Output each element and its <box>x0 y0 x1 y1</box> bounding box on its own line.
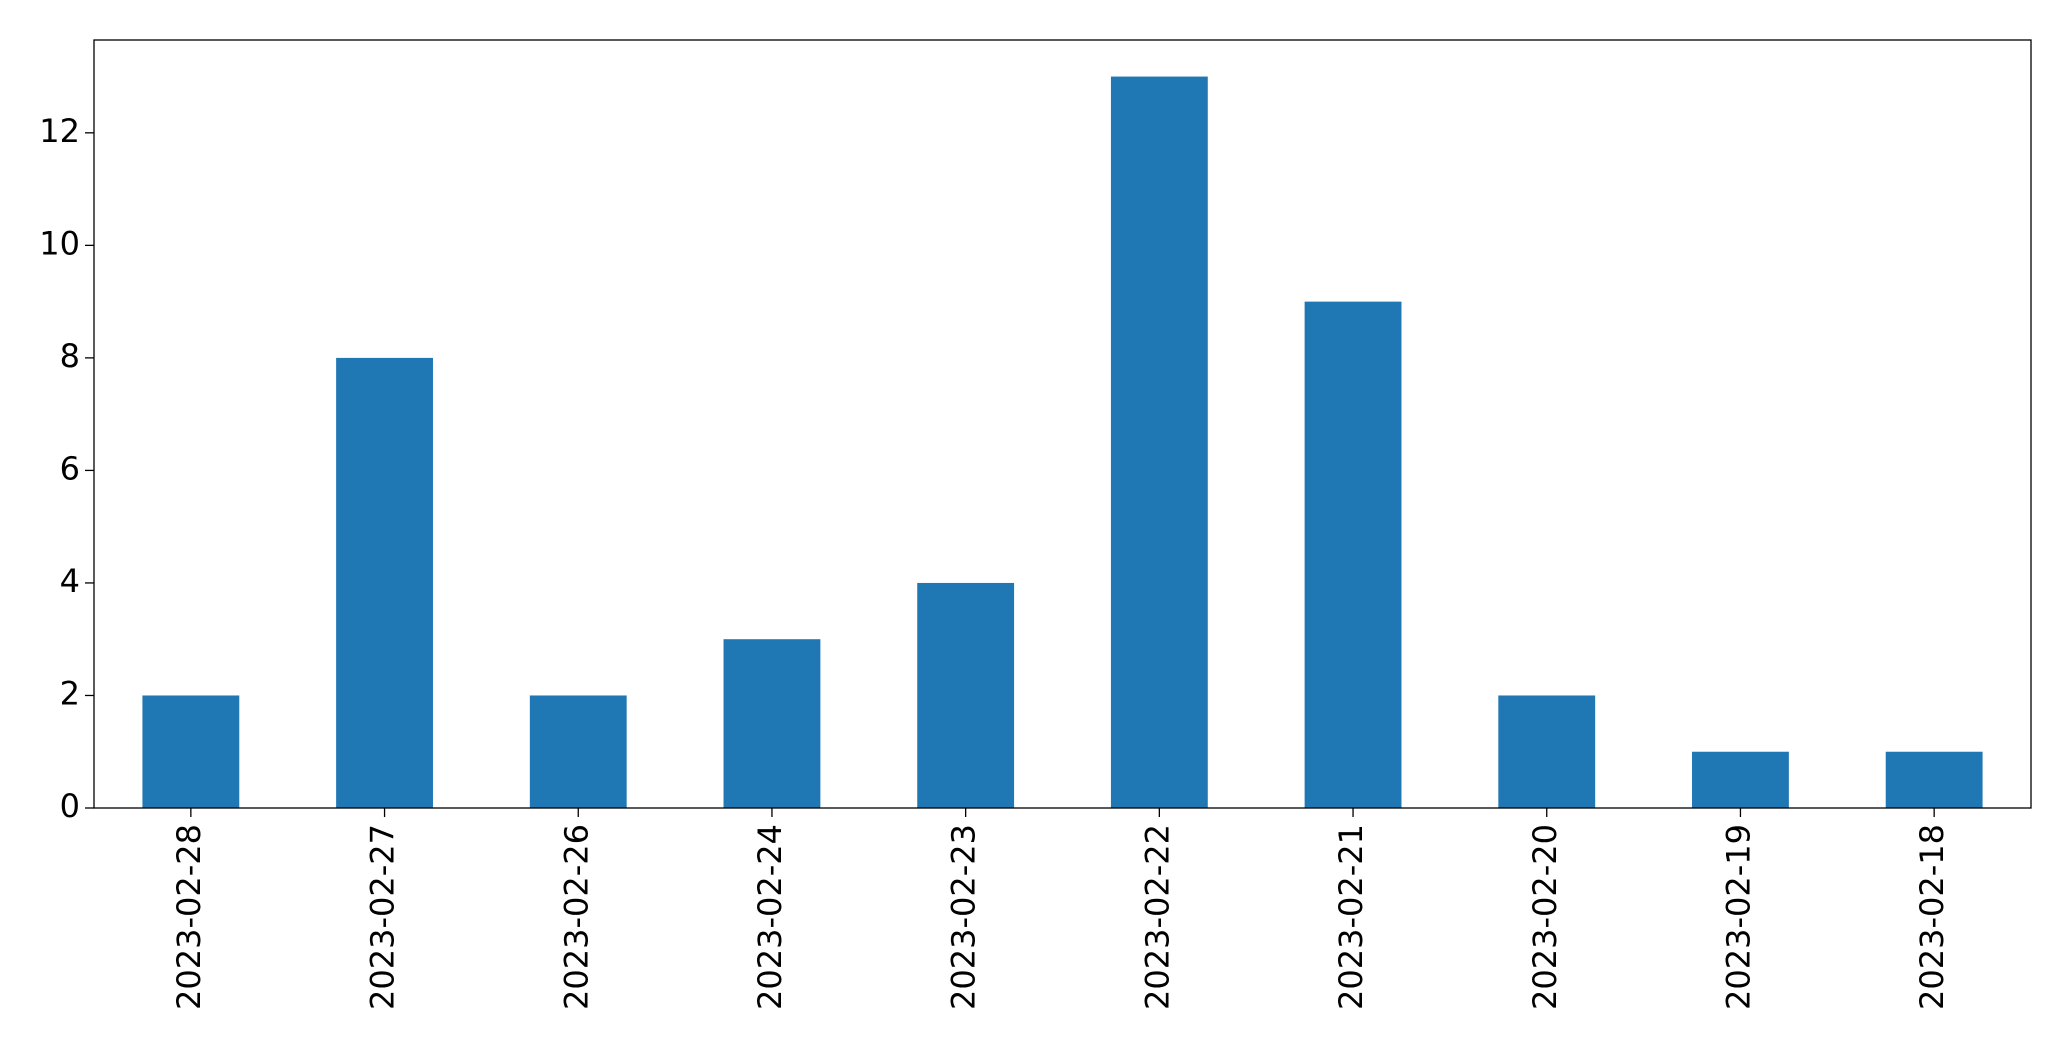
bar <box>1692 751 1789 808</box>
y-tick-label: 12 <box>39 112 80 150</box>
y-tick-label: 4 <box>60 562 80 600</box>
x-tick-label: 2023-02-22 <box>1138 824 1176 1010</box>
x-tick-label: 2023-02-27 <box>364 824 402 1010</box>
y-tick-label: 8 <box>60 337 80 375</box>
bar <box>1498 695 1596 808</box>
x-tick-label: 2023-02-24 <box>751 824 789 1010</box>
bar <box>917 582 1015 808</box>
bar <box>1304 301 1402 808</box>
x-tick-label: 2023-02-20 <box>1526 824 1564 1010</box>
x-tick-label: 2023-02-18 <box>1913 824 1951 1010</box>
x-tick-label: 2023-02-21 <box>1332 824 1370 1010</box>
bar <box>1110 76 1208 809</box>
bar <box>1885 751 1983 808</box>
x-tick-label: 2023-02-28 <box>170 824 208 1010</box>
y-tick-label: 0 <box>60 787 80 825</box>
bar <box>336 357 433 808</box>
y-tick-label: 2 <box>60 674 80 712</box>
x-tick-label: 2023-02-26 <box>557 824 595 1010</box>
bar <box>142 695 240 808</box>
bar <box>723 639 821 808</box>
y-tick-label: 10 <box>39 224 80 262</box>
y-tick-label: 6 <box>60 449 80 487</box>
x-tick-label: 2023-02-19 <box>1719 824 1757 1010</box>
x-tick-label: 2023-02-23 <box>945 824 983 1010</box>
plot-frame <box>93 39 2032 809</box>
bar <box>529 695 627 808</box>
